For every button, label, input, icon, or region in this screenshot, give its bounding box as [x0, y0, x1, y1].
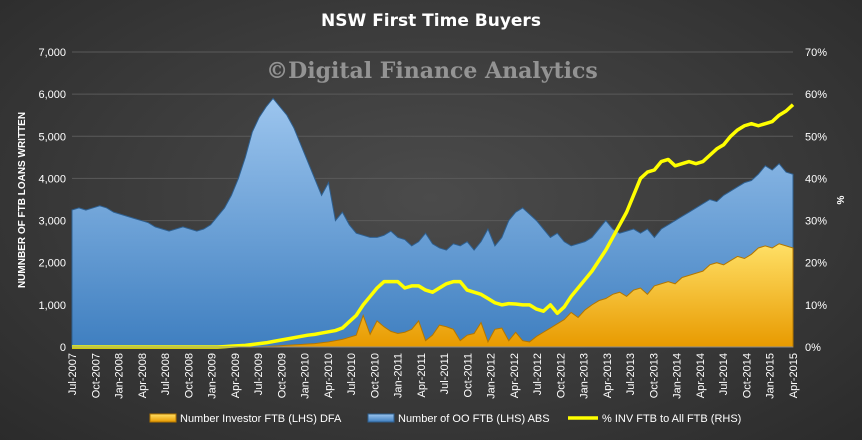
y-tick-label: 1,000 — [38, 300, 66, 312]
y-tick-label: 5,000 — [38, 131, 66, 143]
y-tick-label: 0 — [60, 342, 66, 354]
x-tick-label: Jan-2013 — [579, 353, 591, 399]
x-tick-label: Apr-2014 — [695, 353, 707, 398]
y2-axis-title: % — [836, 195, 847, 204]
x-tick-label: Jul-2009 — [253, 353, 265, 395]
x-tick-label: Oct-2014 — [742, 353, 754, 398]
legend-swatch — [367, 413, 395, 423]
legend: Number Investor FTB (LHS) DFA Number of O… — [149, 413, 741, 425]
x-tick-label: Jan-2009 — [207, 353, 219, 399]
x-tick-label: Jan-2014 — [672, 353, 684, 399]
y-tick-label: 2,000 — [38, 258, 66, 270]
x-tick-label: Oct-2009 — [276, 353, 288, 398]
chart-title: NSW First Time Buyers — [321, 11, 541, 31]
watermark: ©Digital Finance Analytics — [266, 58, 598, 84]
y-tick-label: 3,000 — [38, 216, 66, 228]
legend-swatch — [149, 413, 177, 423]
x-tick-label: Oct-2011 — [462, 353, 474, 397]
x-tick-label: Apr-2010 — [323, 353, 335, 398]
y2-tick-label: 0% — [805, 342, 821, 354]
y-tick-label: 6,000 — [38, 89, 66, 101]
x-tick-label: Jan-2015 — [765, 353, 777, 399]
y2-tick-label: 20% — [805, 258, 827, 270]
x-tick-label: Apr-2012 — [509, 353, 521, 398]
x-axis-ticks: Jul-2007 Oct-2007 Jan-2008 Apr-2008 Jul-2008… — [67, 353, 800, 399]
x-tick-label: Jul-2012 — [532, 353, 544, 395]
x-tick-label: Oct-2010 — [369, 353, 381, 398]
y-axis-title: NUMNBER OF FTB LOANS WRITTEN — [17, 112, 28, 288]
x-tick-label: Jan-2012 — [486, 353, 498, 399]
y2-axis-ticks: 0% 10% 20% 30% 40% 50% 60% 70% — [805, 47, 827, 354]
x-tick-label: Apr-2011 — [416, 353, 428, 397]
x-tick-label: Jan-2010 — [300, 353, 312, 399]
x-tick-label: Jan-2011 — [393, 353, 405, 398]
y2-tick-label: 60% — [805, 89, 827, 101]
y2-tick-label: 30% — [805, 216, 827, 228]
y-tick-label: 4,000 — [38, 173, 66, 185]
y-tick-label: 7,000 — [38, 47, 66, 59]
x-tick-label: Apr-2015 — [788, 353, 800, 398]
legend-label: Number of OO FTB (LHS) ABS — [398, 413, 550, 425]
x-tick-label: Jul-2013 — [625, 353, 637, 395]
series-area-owner-occupier — [71, 97, 794, 348]
x-tick-label: Oct-2008 — [183, 353, 195, 398]
x-tick-label: Apr-2009 — [230, 353, 242, 398]
x-tick-label: Jul-2007 — [67, 353, 79, 395]
x-tick-label: Jul-2008 — [160, 353, 172, 395]
x-tick-label: Jul-2010 — [346, 353, 358, 395]
x-tick-label: Jan-2008 — [114, 353, 126, 399]
plot-area — [71, 97, 795, 349]
x-tick-label: Oct-2007 — [90, 353, 102, 398]
x-tick-label: Oct-2012 — [555, 353, 567, 398]
y2-tick-label: 40% — [805, 173, 827, 185]
x-tick-label: Oct-2013 — [649, 353, 661, 398]
y2-tick-label: 50% — [805, 131, 827, 143]
y-axis-ticks: 0 1,000 2,000 3,000 4,000 5,000 6,000 7,000 — [38, 47, 66, 354]
x-tick-label: Apr-2013 — [602, 353, 614, 398]
x-tick-label: Jul-2014 — [718, 353, 730, 395]
y2-tick-label: 70% — [805, 47, 827, 59]
legend-label: % INV FTB to All FTB (RHS) — [602, 413, 741, 425]
x-tick-label: Jul-2011 — [439, 353, 451, 394]
legend-label: Number Investor FTB (LHS) DFA — [180, 413, 342, 425]
y2-tick-label: 10% — [805, 300, 827, 312]
x-tick-label: Apr-2008 — [137, 353, 149, 398]
